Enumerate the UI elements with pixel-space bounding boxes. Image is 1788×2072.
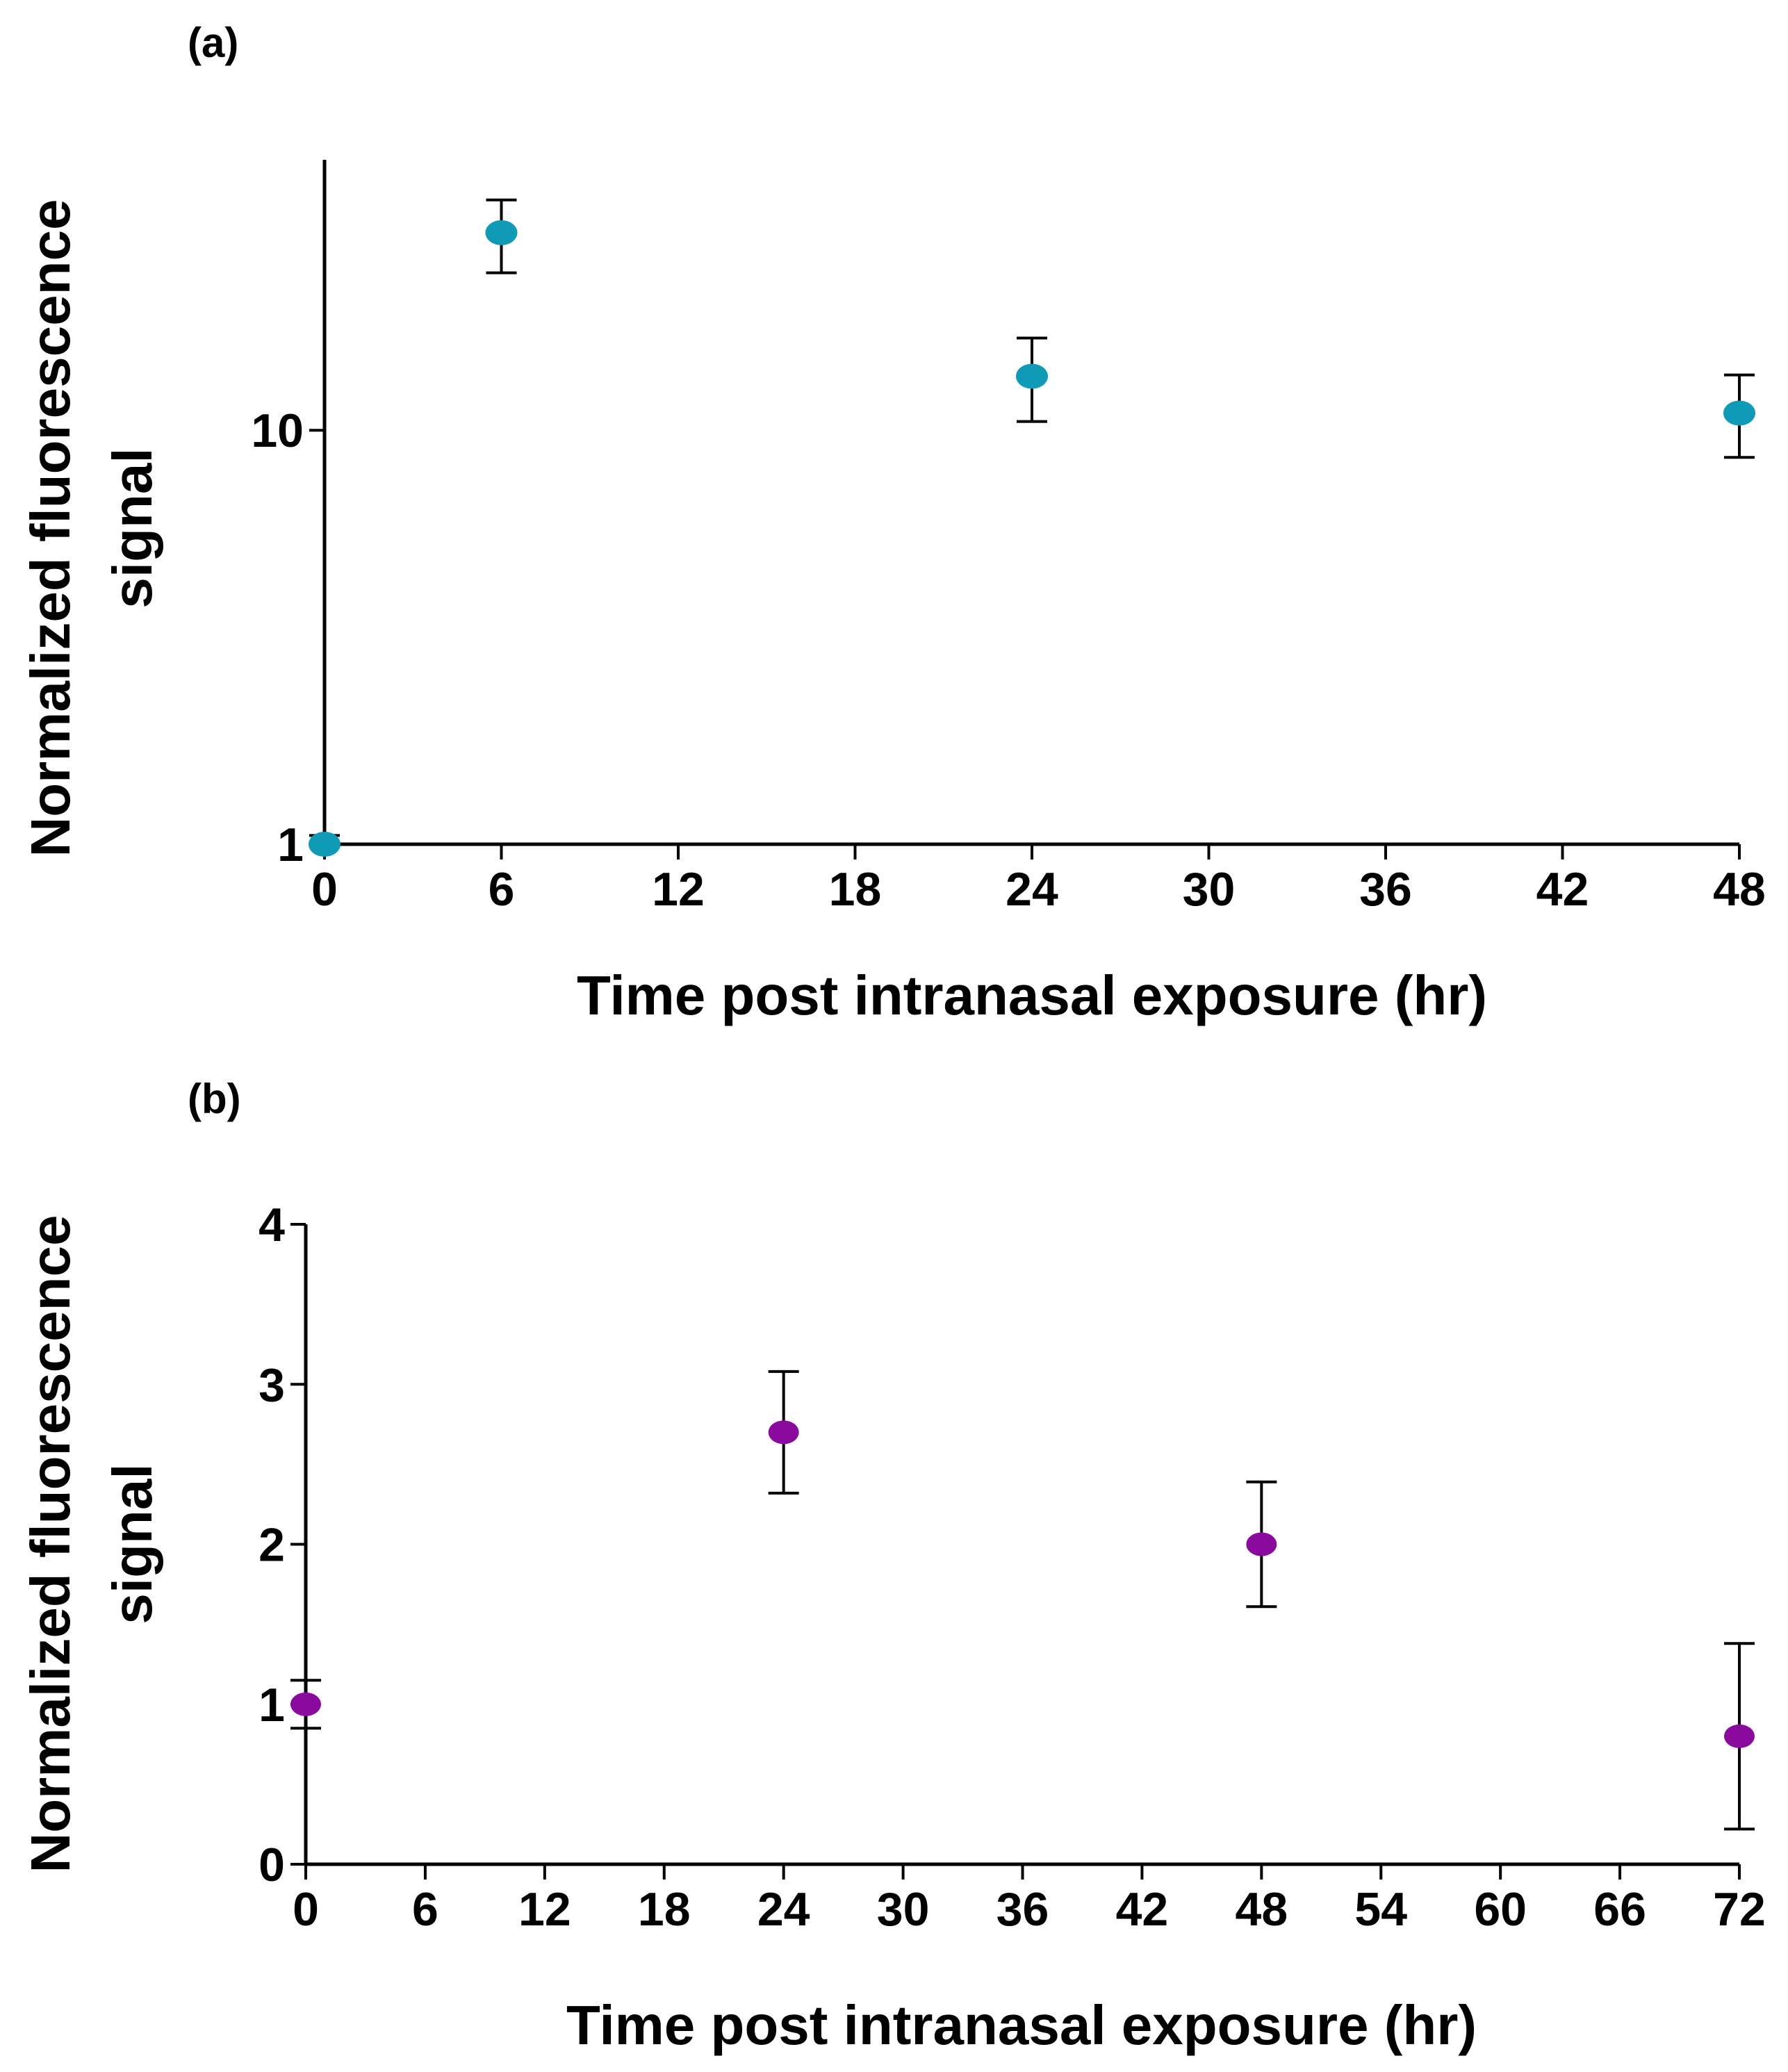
panel-b-x-tick-label-36: 36 — [996, 1883, 1049, 1936]
panel-b-y-axis-title-line1: Normalized fluorescence — [19, 1215, 81, 1873]
panel-a-x-tick-label-48: 48 — [1713, 863, 1766, 916]
panel-a-x-tick-label-6: 6 — [489, 863, 515, 916]
panel-b-x-tick-label-18: 18 — [638, 1883, 691, 1936]
panel-a-x-tick-label-30: 30 — [1183, 863, 1236, 916]
panel-b-x-tick-label-30: 30 — [877, 1883, 930, 1936]
panel-a-x-tick-label-18: 18 — [829, 863, 882, 916]
panel-b-x-tick-label-6: 6 — [412, 1883, 438, 1936]
panel-label-a: (a) — [188, 19, 238, 66]
panel-a-errorbars — [309, 198, 1755, 844]
panel-b-data-point-0 — [290, 1692, 321, 1716]
panel-b-data-point-3 — [1724, 1724, 1755, 1748]
panel-b-y-tick-label-3: 3 — [259, 1358, 285, 1411]
panel-b-y-tick-label-0: 0 — [259, 1839, 285, 1891]
panel-a-x-tick-label-0: 0 — [311, 863, 338, 916]
panel-b-x-tick-label-0: 0 — [293, 1883, 319, 1936]
panel-b-x-tick-label-12: 12 — [518, 1883, 571, 1936]
panel-label-b: (b) — [188, 1076, 241, 1122]
panel-a-ticks: 0 6 12 18 24 30 36 42 48 1 10 — [251, 404, 1765, 916]
panel-b-data-point-1 — [768, 1420, 799, 1445]
panel-b-y-tick-label-1: 1 — [259, 1679, 285, 1732]
panel-b-x-tick-label-72: 72 — [1713, 1883, 1766, 1936]
panel-b-axes — [304, 1224, 1739, 1866]
panel-a-y-tick-label-10: 10 — [251, 404, 304, 457]
panel-b-x-tick-label-42: 42 — [1116, 1883, 1169, 1936]
panel-a-data-point-0 — [309, 832, 341, 857]
panel-b-x-tick-label-24: 24 — [757, 1883, 810, 1936]
panel-b-y-axis-title-line2: signal — [101, 1463, 163, 1624]
panel-b-x-axis-title: Time post intranasal exposure (hr) — [566, 1994, 1477, 2056]
panel-a-points — [309, 220, 1755, 857]
panel-a: (a) 0 6 12 18 24 30 36 42 48 1 10 Time post intran… — [19, 19, 1766, 1026]
panel-a-x-tick-label-36: 36 — [1359, 863, 1412, 916]
panel-a-y-tick-label-1: 1 — [277, 819, 304, 871]
panel-a-axes — [322, 160, 1739, 846]
panel-a-x-tick-label-24: 24 — [1006, 863, 1058, 916]
panel-a-data-point-1 — [485, 220, 518, 245]
panel-b-x-tick-label-48: 48 — [1236, 1883, 1288, 1936]
panel-a-y-axis-title-line1: Normalized fluorescence — [19, 199, 81, 857]
panel-b-data-point-2 — [1246, 1532, 1277, 1556]
panel-b-points — [290, 1420, 1755, 1748]
panel-a-y-axis-title-line2: signal — [101, 447, 163, 608]
panel-a-data-point-2 — [1016, 363, 1048, 389]
panel-a-data-point-3 — [1723, 400, 1755, 426]
panel-b-y-tick-label-2: 2 — [259, 1519, 285, 1572]
panel-b-x-tick-label-60: 60 — [1474, 1883, 1527, 1936]
panel-a-x-tick-label-42: 42 — [1536, 863, 1589, 916]
panel-b-y-tick-label-4: 4 — [259, 1199, 285, 1251]
panel-a-x-axis-title: Time post intranasal exposure (hr) — [577, 964, 1487, 1026]
panel-a-x-tick-label-12: 12 — [652, 863, 705, 916]
panel-b-errorbars — [290, 1370, 1755, 1831]
panel-b-x-tick-label-54: 54 — [1354, 1883, 1407, 1936]
panel-b-x-tick-label-66: 66 — [1593, 1883, 1646, 1936]
